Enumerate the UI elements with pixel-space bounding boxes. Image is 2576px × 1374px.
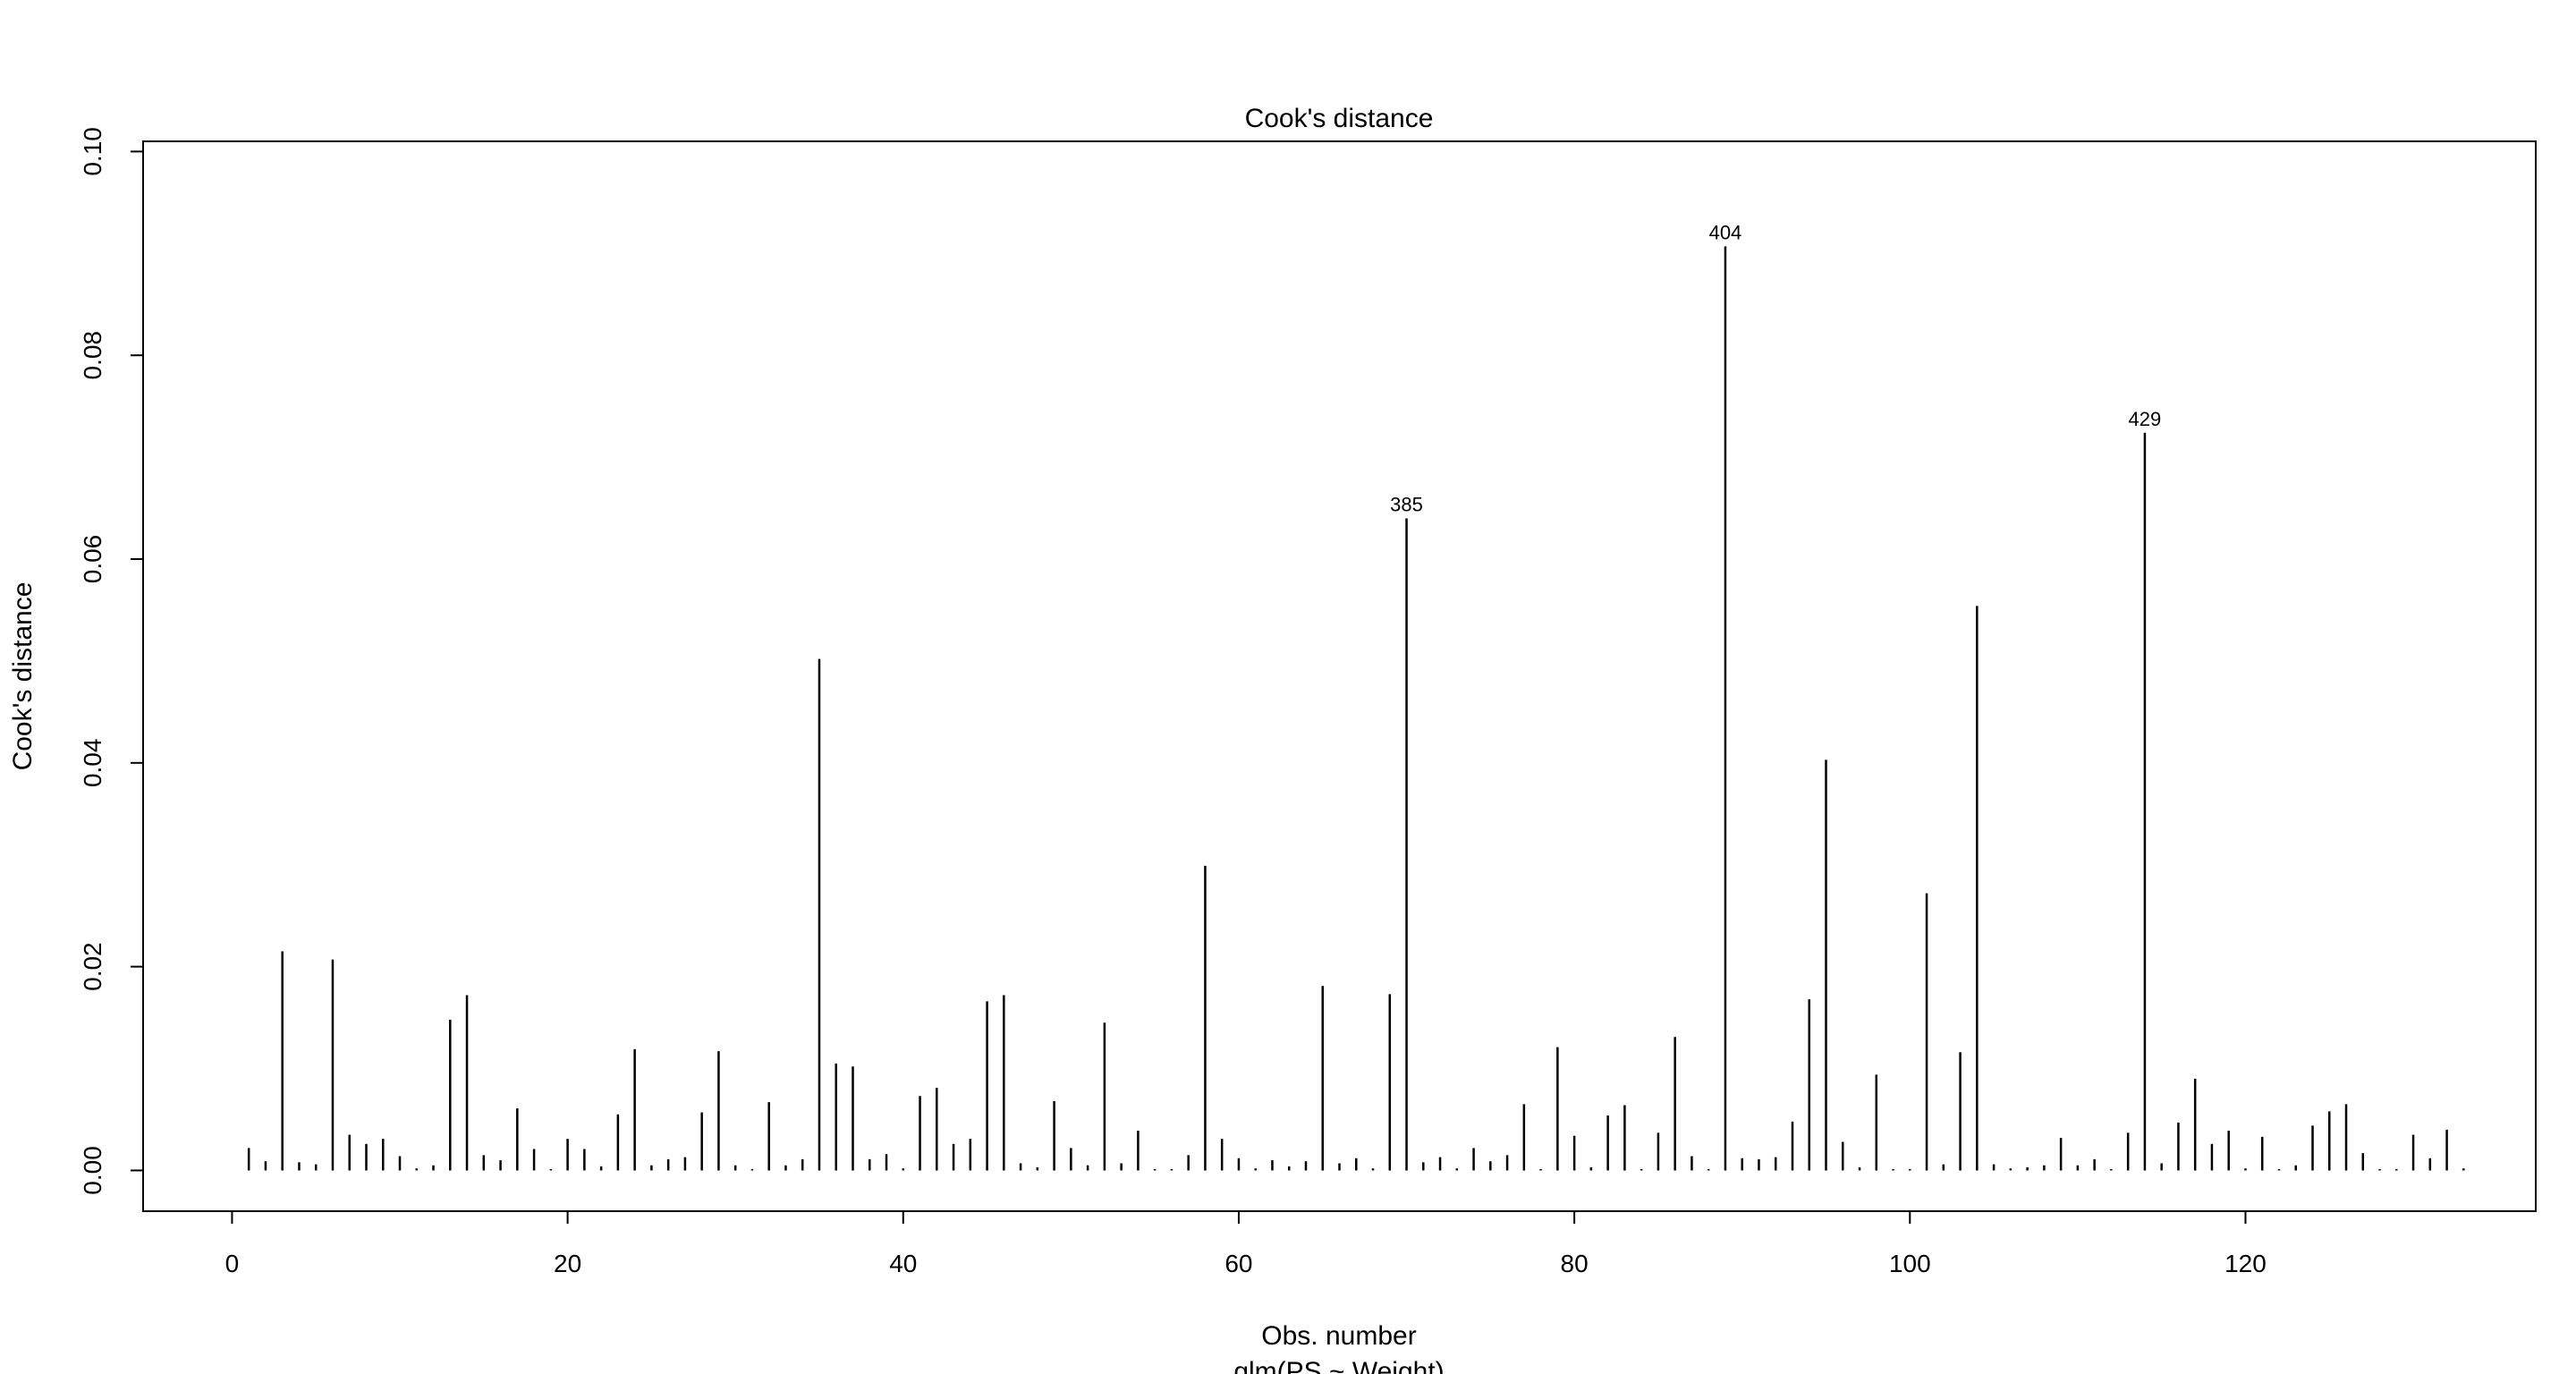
chart-title: Cook's distance <box>1245 104 1434 133</box>
y-tick-label: 0.04 <box>79 739 106 788</box>
x-tick-label: 80 <box>1561 1250 1589 1277</box>
x-axis: 0 20 40 60 80 100 120 <box>225 1210 2267 1277</box>
y-tick-label: 0.02 <box>79 942 106 991</box>
outlier-label: 404 <box>1709 221 1742 243</box>
outlier-label: 429 <box>2129 408 2162 430</box>
y-axis: 0.00 0.02 0.04 0.06 0.08 0.10 <box>79 127 144 1195</box>
y-axis-title: Cook's distance <box>8 582 38 771</box>
x-tick-label: 100 <box>1889 1250 1931 1277</box>
outlier-labels: 385 404 429 <box>1390 221 2161 515</box>
x-tick-label: 120 <box>2224 1250 2267 1277</box>
x-tick-label: 40 <box>889 1250 917 1277</box>
x-tick-label: 0 <box>225 1250 240 1277</box>
model-formula-label: glm(PS ~ Weight) <box>1233 1357 1444 1374</box>
plot-frame <box>142 140 2537 1212</box>
y-tick-label: 0.06 <box>79 535 106 584</box>
stems-group <box>247 246 2465 1171</box>
y-tick-label: 0.08 <box>79 331 106 380</box>
outlier-label: 385 <box>1390 493 1423 515</box>
x-tick-label: 60 <box>1224 1250 1252 1277</box>
x-tick-label: 20 <box>554 1250 581 1277</box>
y-tick-label: 0.10 <box>79 127 106 176</box>
y-tick-label: 0.00 <box>79 1146 106 1195</box>
x-axis-title: Obs. number <box>1261 1321 1416 1351</box>
